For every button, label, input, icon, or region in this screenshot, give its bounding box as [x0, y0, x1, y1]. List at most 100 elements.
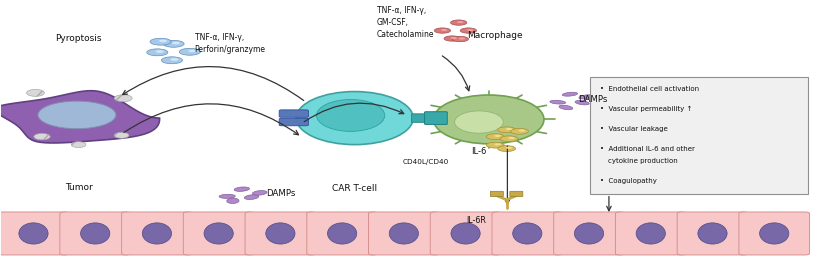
Circle shape	[150, 38, 171, 45]
Circle shape	[434, 28, 451, 33]
Circle shape	[172, 42, 180, 44]
Circle shape	[457, 21, 464, 23]
Circle shape	[487, 142, 504, 148]
Ellipse shape	[550, 100, 566, 104]
Text: cytokine production: cytokine production	[608, 158, 678, 164]
Ellipse shape	[227, 198, 239, 203]
Ellipse shape	[637, 223, 665, 244]
Circle shape	[452, 36, 469, 42]
Text: Macrophage: Macrophage	[468, 31, 523, 40]
Ellipse shape	[559, 105, 573, 110]
Ellipse shape	[698, 223, 727, 244]
FancyBboxPatch shape	[739, 212, 809, 255]
FancyBboxPatch shape	[59, 212, 130, 255]
Circle shape	[188, 50, 196, 52]
Circle shape	[509, 137, 515, 139]
Circle shape	[500, 136, 518, 142]
Text: •  Vascular leakage: • Vascular leakage	[600, 126, 667, 132]
Text: •  Coagulopathy: • Coagulopathy	[600, 178, 657, 184]
Text: •  Additional IL-6 and other: • Additional IL-6 and other	[600, 146, 695, 152]
Circle shape	[498, 127, 516, 133]
Ellipse shape	[38, 101, 116, 129]
Ellipse shape	[219, 194, 236, 198]
FancyBboxPatch shape	[121, 212, 192, 255]
Circle shape	[506, 128, 513, 130]
FancyBboxPatch shape	[492, 212, 562, 255]
Ellipse shape	[34, 133, 50, 140]
Ellipse shape	[71, 142, 86, 147]
Text: TNF-α, IFN-γ,
GM-CSF,
Catecholamine: TNF-α, IFN-γ, GM-CSF, Catecholamine	[377, 6, 434, 39]
Ellipse shape	[27, 90, 45, 96]
Circle shape	[451, 20, 467, 25]
Text: Tumor: Tumor	[64, 183, 92, 192]
Circle shape	[163, 40, 184, 47]
Circle shape	[444, 36, 460, 41]
FancyBboxPatch shape	[425, 112, 447, 124]
Text: DAMPs: DAMPs	[578, 95, 607, 104]
FancyBboxPatch shape	[412, 114, 438, 122]
Circle shape	[495, 135, 501, 137]
Text: •  Vascular permeability ↑: • Vascular permeability ↑	[600, 106, 693, 112]
FancyBboxPatch shape	[280, 118, 308, 126]
Ellipse shape	[234, 187, 249, 191]
Circle shape	[156, 50, 164, 53]
FancyBboxPatch shape	[510, 191, 523, 197]
Circle shape	[511, 128, 528, 134]
Ellipse shape	[451, 223, 480, 244]
Ellipse shape	[19, 223, 48, 244]
Circle shape	[147, 49, 168, 56]
FancyBboxPatch shape	[368, 212, 439, 255]
Circle shape	[170, 58, 178, 61]
FancyBboxPatch shape	[0, 212, 68, 255]
Polygon shape	[0, 91, 160, 143]
Text: CD40L/CD40: CD40L/CD40	[403, 159, 448, 165]
Circle shape	[460, 28, 477, 33]
Circle shape	[519, 129, 526, 132]
Ellipse shape	[114, 132, 129, 138]
FancyBboxPatch shape	[306, 212, 377, 255]
Ellipse shape	[316, 99, 385, 131]
Text: CAR T-cell: CAR T-cell	[333, 184, 377, 193]
Ellipse shape	[455, 111, 504, 133]
Circle shape	[495, 143, 501, 146]
Ellipse shape	[390, 223, 418, 244]
FancyBboxPatch shape	[590, 77, 808, 194]
Text: Pyroptosis: Pyroptosis	[55, 34, 102, 43]
FancyBboxPatch shape	[183, 212, 254, 255]
Circle shape	[159, 40, 167, 42]
Circle shape	[161, 57, 183, 64]
FancyBboxPatch shape	[677, 212, 748, 255]
Ellipse shape	[513, 223, 542, 244]
Ellipse shape	[760, 223, 789, 244]
FancyBboxPatch shape	[430, 212, 501, 255]
Ellipse shape	[296, 92, 413, 145]
Text: IL-6: IL-6	[471, 147, 487, 156]
Ellipse shape	[575, 100, 589, 105]
Ellipse shape	[81, 223, 110, 244]
Ellipse shape	[244, 195, 258, 199]
Circle shape	[179, 48, 200, 55]
Text: IL-6R: IL-6R	[466, 216, 487, 225]
Text: •  Endothelial cell activation: • Endothelial cell activation	[600, 86, 699, 92]
Ellipse shape	[434, 95, 544, 144]
Ellipse shape	[266, 223, 295, 244]
Ellipse shape	[579, 95, 593, 99]
Circle shape	[467, 29, 474, 31]
Ellipse shape	[204, 223, 233, 244]
Circle shape	[459, 38, 465, 40]
Circle shape	[506, 147, 513, 149]
FancyBboxPatch shape	[280, 110, 308, 117]
Ellipse shape	[253, 191, 267, 195]
Ellipse shape	[328, 223, 357, 244]
Circle shape	[498, 146, 516, 151]
FancyBboxPatch shape	[491, 191, 504, 197]
Ellipse shape	[114, 95, 132, 102]
Circle shape	[451, 37, 457, 39]
FancyBboxPatch shape	[553, 212, 624, 255]
Ellipse shape	[575, 223, 604, 244]
Circle shape	[441, 29, 447, 31]
Ellipse shape	[143, 223, 171, 244]
FancyBboxPatch shape	[615, 212, 686, 255]
Text: TNF-α, IFN-γ,
Perforin/granzyme: TNF-α, IFN-γ, Perforin/granzyme	[195, 34, 266, 54]
Text: DAMPs: DAMPs	[267, 189, 296, 198]
